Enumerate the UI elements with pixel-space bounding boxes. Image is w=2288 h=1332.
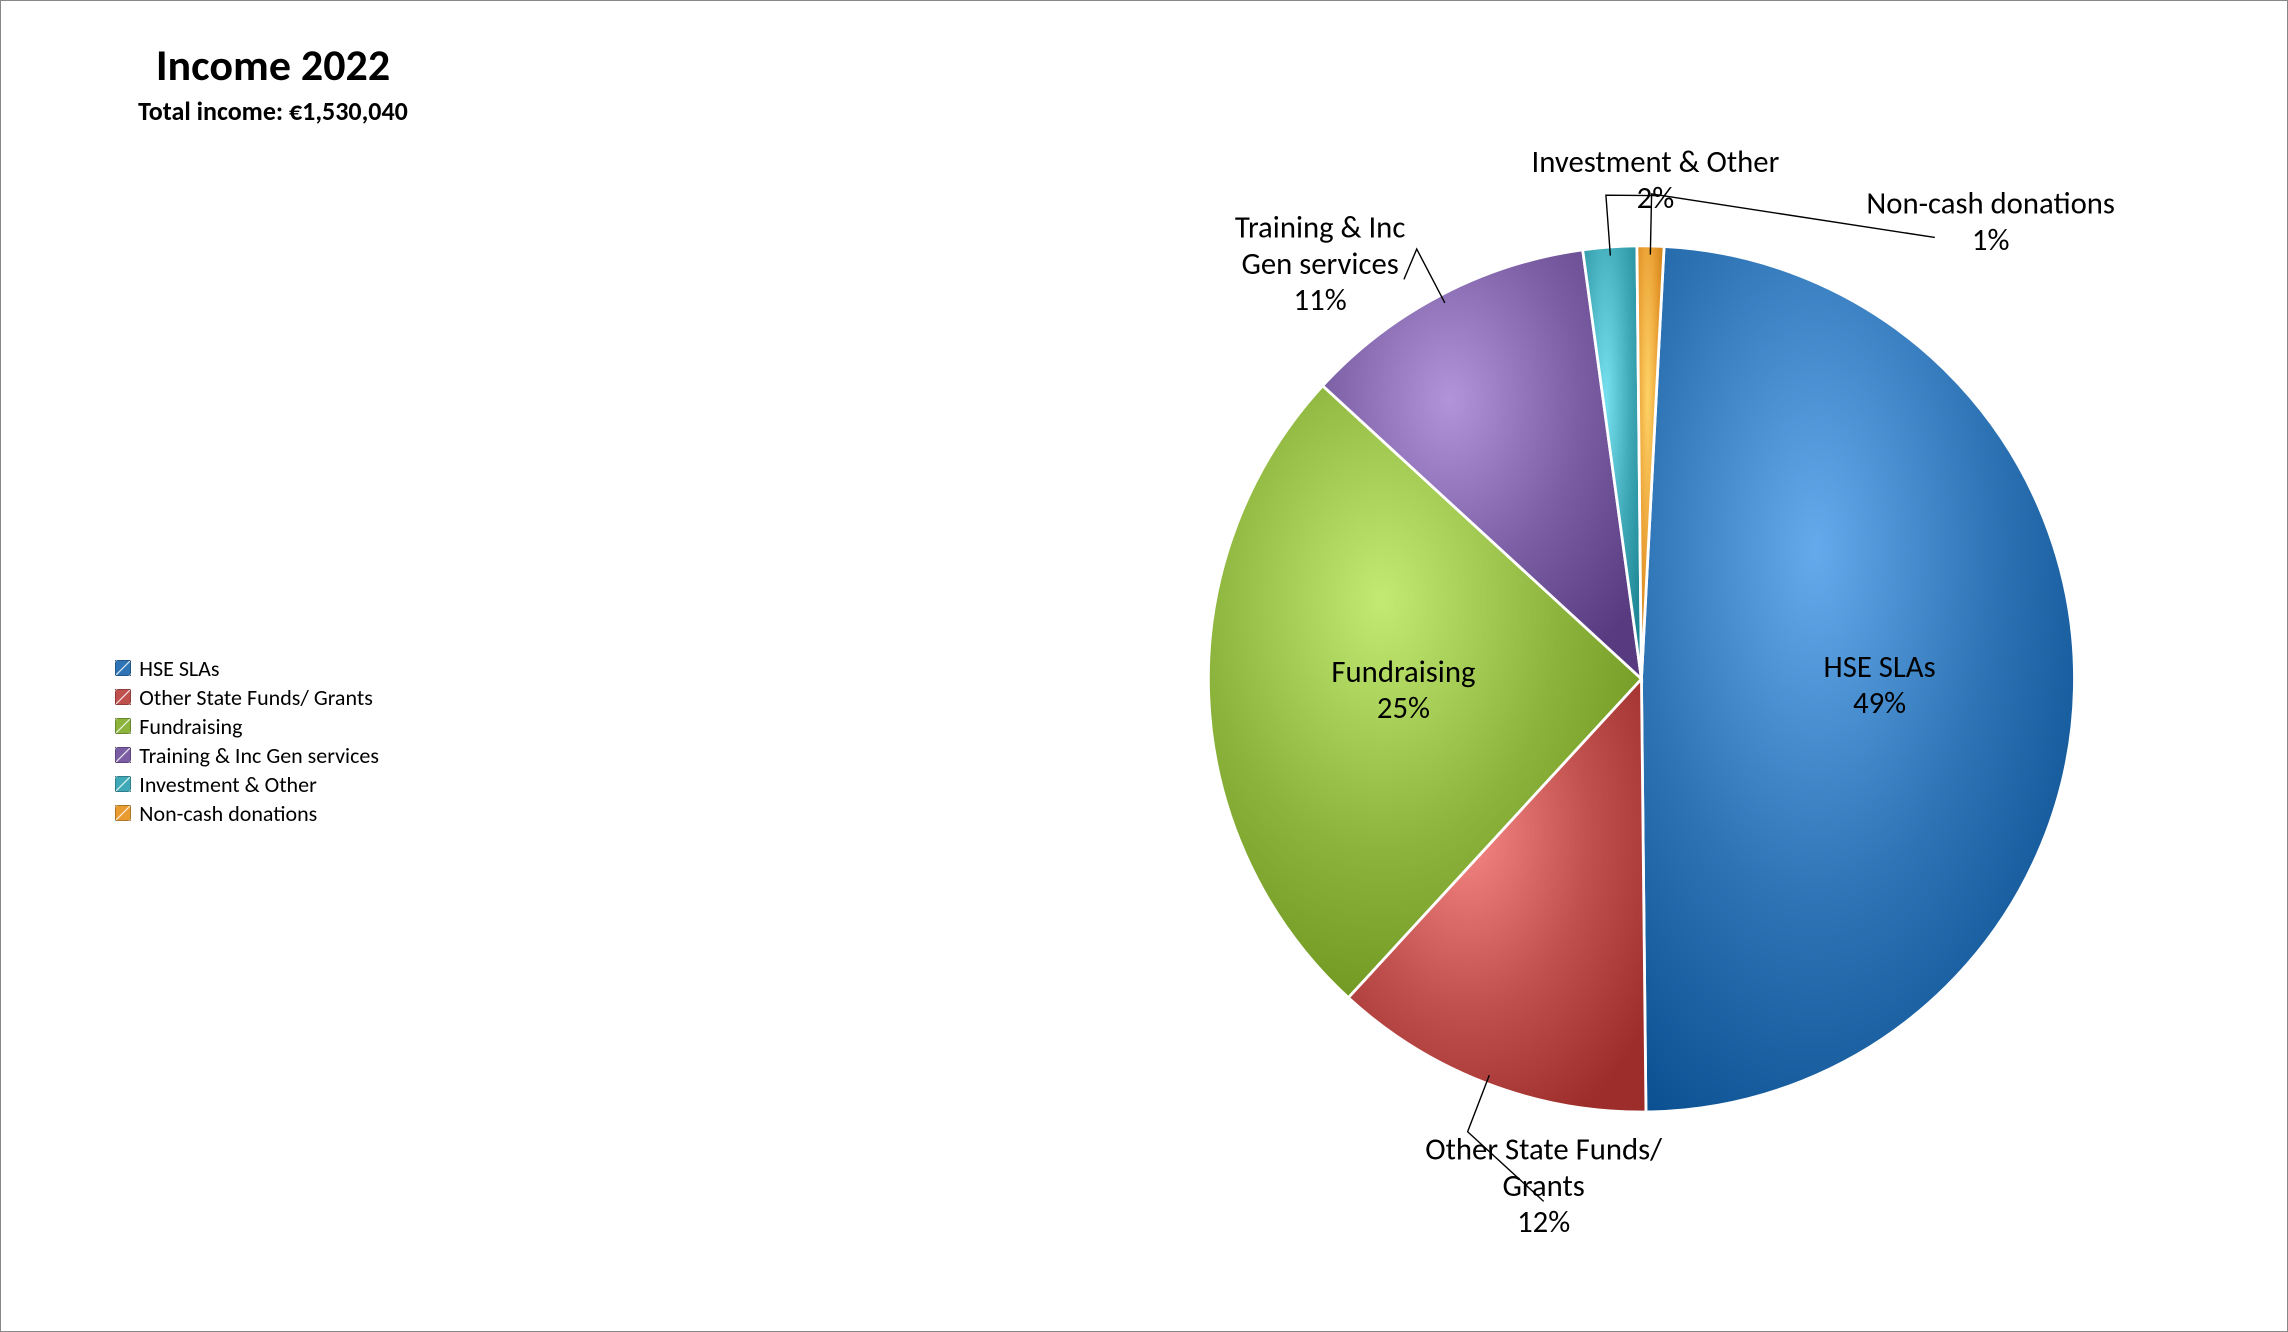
- legend-label: HSE SLAs: [139, 655, 219, 682]
- pie-data-label: 12%: [1518, 1204, 1571, 1241]
- legend-item: Investment & Other: [115, 771, 379, 798]
- chart-title: Income 2022: [138, 41, 408, 89]
- pie-data-label: Gen services: [1242, 246, 1399, 283]
- pie-container: HSE SLAs49% Other State Funds/Grants12% Fu…: [915, 107, 2172, 1251]
- chart-title-block: Income 2022 Total income: €1,530,040: [138, 41, 408, 127]
- pie-data-label: 1%: [1972, 222, 2010, 259]
- legend-item: HSE SLAs: [115, 655, 379, 682]
- legend-swatch-icon: [115, 747, 131, 763]
- legend-label: Non-cash donations: [139, 800, 317, 827]
- pie-data-label: HSE SLAs: [1824, 649, 1936, 686]
- income-pie-chart-frame: Income 2022 Total income: €1,530,040 HSE…: [0, 0, 2288, 1332]
- legend-swatch-icon: [115, 689, 131, 705]
- pie-data-label: Grants: [1503, 1168, 1585, 1205]
- pie-svg: HSE SLAs49% Other State Funds/Grants12% Fu…: [915, 107, 2172, 1251]
- legend-item: Other State Funds/ Grants: [115, 684, 379, 711]
- pie-data-label: Training & Inc: [1235, 210, 1405, 247]
- chart-legend: HSE SLAsOther State Funds/ GrantsFundrai…: [115, 653, 379, 829]
- pie-data-label: Non-cash donations: [1867, 186, 2116, 223]
- legend-label: Investment & Other: [139, 771, 316, 798]
- legend-item: Fundraising: [115, 713, 379, 740]
- legend-label: Training & Inc Gen services: [139, 742, 379, 769]
- legend-swatch-icon: [115, 776, 131, 792]
- pie-data-label: 25%: [1377, 691, 1430, 728]
- legend-label: Other State Funds/ Grants: [139, 684, 373, 711]
- legend-swatch-icon: [115, 805, 131, 821]
- chart-subtitle: Total income: €1,530,040: [138, 95, 408, 127]
- legend-item: Training & Inc Gen services: [115, 742, 379, 769]
- legend-swatch-icon: [115, 660, 131, 676]
- legend-swatch-icon: [115, 718, 131, 734]
- legend-item: Non-cash donations: [115, 800, 379, 827]
- pie-data-label: Investment & Other: [1532, 144, 1780, 181]
- legend-label: Fundraising: [139, 713, 242, 740]
- pie-data-label: 49%: [1853, 686, 1906, 723]
- pie-data-label: Fundraising: [1332, 654, 1476, 691]
- pie-data-label: Other State Funds/: [1426, 1132, 1663, 1169]
- pie-data-label: 2%: [1637, 181, 1675, 218]
- pie-data-label: 11%: [1294, 282, 1347, 319]
